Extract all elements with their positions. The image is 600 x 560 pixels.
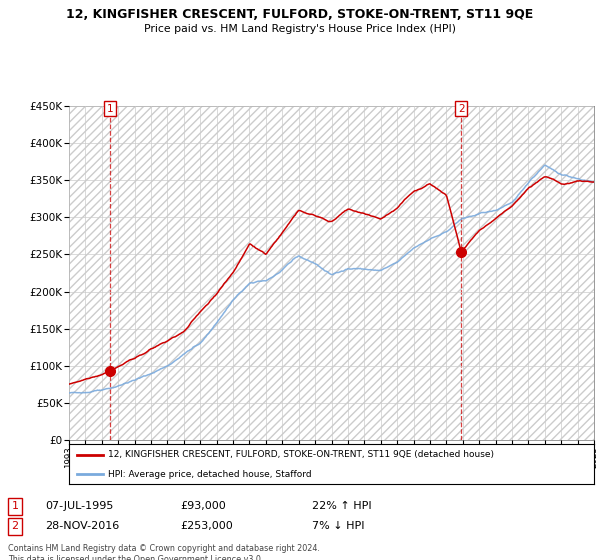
Text: 07-JUL-1995: 07-JUL-1995 <box>45 501 113 511</box>
Text: 22% ↑ HPI: 22% ↑ HPI <box>312 501 371 511</box>
Text: 12, KINGFISHER CRESCENT, FULFORD, STOKE-ON-TRENT, ST11 9QE: 12, KINGFISHER CRESCENT, FULFORD, STOKE-… <box>67 8 533 21</box>
Text: 7% ↓ HPI: 7% ↓ HPI <box>312 521 365 531</box>
Text: 1: 1 <box>107 104 113 114</box>
Text: 2: 2 <box>458 104 464 114</box>
Text: Contains HM Land Registry data © Crown copyright and database right 2024.
This d: Contains HM Land Registry data © Crown c… <box>8 544 320 560</box>
Text: Price paid vs. HM Land Registry's House Price Index (HPI): Price paid vs. HM Land Registry's House … <box>144 24 456 34</box>
Text: 2: 2 <box>11 521 19 531</box>
Text: £253,000: £253,000 <box>180 521 233 531</box>
Text: 12, KINGFISHER CRESCENT, FULFORD, STOKE-ON-TRENT, ST11 9QE (detached house): 12, KINGFISHER CRESCENT, FULFORD, STOKE-… <box>109 450 494 459</box>
Text: 1: 1 <box>11 501 19 511</box>
Text: 28-NOV-2016: 28-NOV-2016 <box>45 521 119 531</box>
Text: HPI: Average price, detached house, Stafford: HPI: Average price, detached house, Staf… <box>109 470 312 479</box>
Text: £93,000: £93,000 <box>180 501 226 511</box>
